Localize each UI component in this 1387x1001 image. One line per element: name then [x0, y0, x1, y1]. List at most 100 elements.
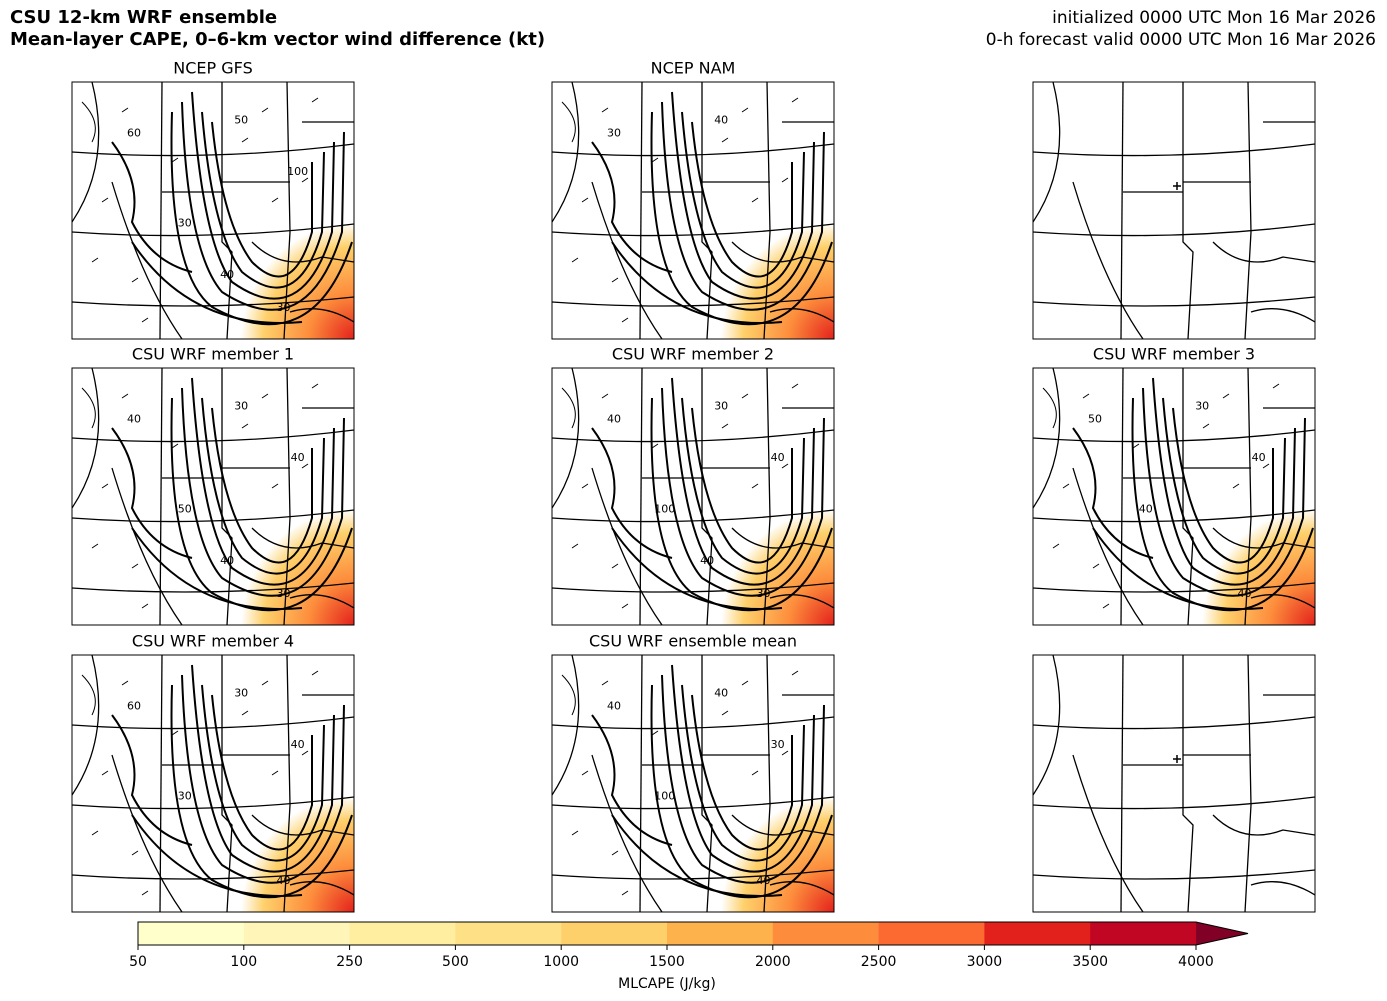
- colorbar-bin: [243, 922, 351, 945]
- contour-label: 60: [127, 126, 141, 139]
- colorbar-bin: [667, 922, 774, 945]
- colorbar-bin: [561, 922, 668, 945]
- colorbar-bin: [349, 922, 456, 945]
- map-panel: 50 30 40 40 40 CSU WRF member 3: [1032, 345, 1316, 626]
- map-panel: 40 30 100 40 30 40 CSU WRF member 2: [551, 345, 835, 626]
- contour-label: 40: [714, 687, 728, 700]
- map-panel: [1032, 81, 1316, 340]
- map-panel: 60 50 30 100 30 40 NCEP GFS: [71, 59, 355, 340]
- panel-title: CSU WRF ensemble mean: [589, 632, 797, 651]
- map-panel: 40 40 100 30 40 CSU WRF ensemble mean: [551, 632, 835, 913]
- contour-label: 40: [700, 554, 714, 567]
- panel-frame: [1032, 81, 1316, 340]
- map-panel: [1032, 654, 1316, 913]
- colorbar-tick-label: 1000: [543, 954, 579, 970]
- contour-label: 30: [234, 400, 248, 413]
- colorbar-tick-label: 2500: [861, 954, 897, 970]
- map-body: 60 30 30 40 40: [72, 655, 354, 912]
- contour-label: 40: [1139, 502, 1153, 515]
- contour-label: 40: [714, 114, 728, 127]
- subtitle: Mean-layer CAPE, 0–6-km vector wind diff…: [10, 29, 545, 50]
- panel-title: NCEP GFS: [173, 59, 252, 78]
- colorbar-bin: [1090, 922, 1197, 945]
- contour-label: 30: [771, 738, 785, 751]
- contour-label: 40: [277, 874, 291, 887]
- panel-frame: [551, 367, 835, 626]
- map-body: 40 30 50 40 30 40: [72, 368, 354, 625]
- contour-label: 60: [127, 699, 141, 712]
- panel-frame: [1032, 367, 1316, 626]
- colorbar-tick-label: 3500: [1072, 954, 1108, 970]
- panel-title: CSU WRF member 3: [1093, 345, 1255, 364]
- map-panel: 60 30 30 40 40 CSU WRF member 4: [71, 632, 355, 913]
- contour-label: 30: [178, 216, 192, 229]
- colorbar-tick-label: 1500: [649, 954, 685, 970]
- colorbar-tick-label: 3000: [967, 954, 1003, 970]
- panel-frame: [71, 367, 355, 626]
- colorbar-bin: [984, 922, 1091, 945]
- init-time: initialized 0000 UTC Mon 16 Mar 2026: [1052, 8, 1376, 28]
- colorbar-tick-label: 500: [442, 954, 469, 970]
- map-body: 60 50 30 100 30 40: [72, 82, 354, 339]
- panel-title: CSU WRF member 2: [612, 345, 774, 364]
- contour-label: 100: [654, 789, 675, 802]
- panel-frame: [1032, 654, 1316, 913]
- contour-label: 40: [1252, 451, 1266, 464]
- contour-label: 30: [277, 587, 291, 600]
- panel-frame: [71, 81, 355, 340]
- map-body: [1033, 655, 1315, 912]
- colorbar-tick-label: 250: [336, 954, 363, 970]
- colorbar-label: MLCAPE (J/kg): [618, 976, 716, 992]
- contour-label: 40: [291, 451, 305, 464]
- valid-time: 0-h forecast valid 0000 UTC Mon 16 Mar 2…: [986, 30, 1376, 50]
- map-body: 40 30 100 40 30 40: [552, 368, 834, 625]
- state-borders: [1033, 82, 1315, 339]
- contour-label: 30: [757, 587, 771, 600]
- map-panel: 30 40 NCEP NAM: [551, 59, 835, 340]
- colorbar-bin: [455, 922, 562, 945]
- site-marker: [1173, 182, 1181, 190]
- colorbar-tick-label: 50: [129, 954, 147, 970]
- contour-label: 50: [1088, 412, 1102, 425]
- contour-label: 100: [654, 502, 675, 515]
- colorbar-bin: [138, 922, 245, 945]
- map-body: 40 40 100 30 40: [552, 655, 834, 912]
- map-panel: 40 30 50 40 30 40 CSU WRF member 1: [71, 345, 355, 626]
- contour-label: 40: [771, 451, 785, 464]
- contour-label: 30: [234, 687, 248, 700]
- colorbar-bin: [878, 922, 985, 945]
- colorbar-bin: [772, 922, 880, 945]
- panel-frame: [551, 654, 835, 913]
- contour-label: 30: [607, 126, 621, 139]
- map-body: 30 40: [552, 82, 834, 339]
- contour-label: 40: [220, 268, 234, 281]
- contour-label: 40: [757, 874, 771, 887]
- map-body: [1033, 82, 1315, 339]
- site-marker: [1173, 755, 1181, 763]
- panel-title: CSU WRF member 1: [132, 345, 294, 364]
- contour-label: 50: [234, 114, 248, 127]
- panel-title: CSU WRF member 4: [132, 632, 294, 651]
- contour-label: 30: [178, 789, 192, 802]
- contour-label: 100: [287, 165, 308, 178]
- contour-label: 40: [127, 412, 141, 425]
- contour-label: 50: [178, 502, 192, 515]
- title: CSU 12-km WRF ensemble: [10, 7, 277, 28]
- colorbar-extend: [1196, 922, 1248, 945]
- contour-label: 30: [277, 301, 291, 314]
- colorbar-tick-label: 100: [230, 954, 257, 970]
- contour-label: 40: [607, 412, 621, 425]
- contour-label: 40: [291, 738, 305, 751]
- colorbar-tick-label: 4000: [1178, 954, 1214, 970]
- contour-label: 30: [714, 400, 728, 413]
- map-body: 50 30 40 40 40: [1033, 368, 1315, 625]
- contour-label: 40: [1238, 587, 1252, 600]
- panel-frame: [71, 654, 355, 913]
- panel-title: NCEP NAM: [651, 59, 736, 78]
- contour-label: 40: [220, 554, 234, 567]
- panel-frame: [551, 81, 835, 340]
- contour-label: 40: [607, 699, 621, 712]
- colorbar-tick-label: 2000: [755, 954, 791, 970]
